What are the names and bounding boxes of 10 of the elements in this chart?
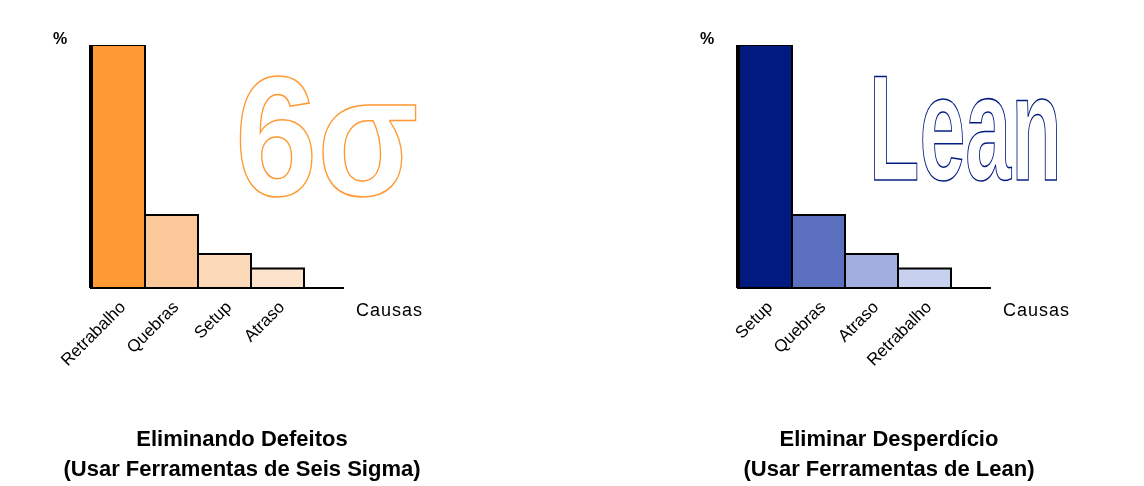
text: Eliminando Defeitos: [135, 425, 349, 453]
annotation: Lean: [869, 43, 1062, 213]
x-axis-title: Causas: [1003, 300, 1071, 321]
text: (Usar Ferramentas de Seis Sigma): [62, 455, 422, 483]
y-axis-title: %: [53, 30, 68, 48]
annotation: 6σ: [235, 41, 419, 232]
text: Eliminar Desperdício: [778, 425, 1000, 453]
text: (Usar Ferramentas de Lean): [742, 455, 1036, 483]
x-axis-title: Causas: [356, 300, 424, 321]
y-axis-title: %: [700, 30, 715, 48]
